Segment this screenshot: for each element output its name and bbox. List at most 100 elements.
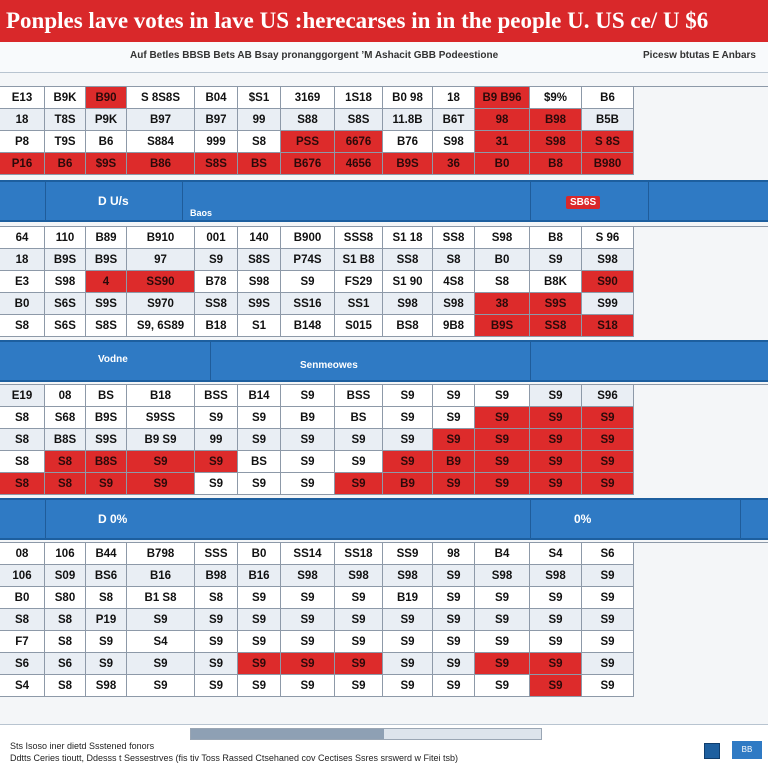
table-cell: P16 <box>0 153 45 175</box>
table-cell: S9 <box>530 609 582 631</box>
table-cell: S96 <box>582 385 634 407</box>
table-cell: B90 <box>86 87 127 109</box>
table-cell: S6 <box>582 543 634 565</box>
table-cell: S9 <box>238 473 281 495</box>
table-cell: S4 <box>127 631 195 653</box>
table-cell: S 96 <box>582 227 634 249</box>
table-cell: S9 <box>582 675 634 697</box>
table-cell: B78 <box>195 271 238 293</box>
table-cell: B4 <box>475 543 530 565</box>
table-cell: S8 <box>0 407 45 429</box>
table-cell: SS90 <box>127 271 195 293</box>
table-cell: E13 <box>0 87 45 109</box>
table-cell: S9 <box>475 675 530 697</box>
table-cell: B19 <box>383 587 433 609</box>
table-cell: SS8 <box>530 315 582 337</box>
table-cell: S18 <box>582 315 634 337</box>
table-cell: S6S <box>45 293 86 315</box>
table-cell: 9B8 <box>433 315 475 337</box>
table-cell: S4 <box>530 543 582 565</box>
data-table-3: E19 08 BS B18 BSS B14 S9 BSS S9 S9 S9 S9 S96 S8 S68 B9S… <box>0 384 768 495</box>
table-cell: B9 S9 <box>127 429 195 451</box>
table-cell: S8 <box>0 429 45 451</box>
table-cell: S9 <box>238 675 281 697</box>
table-cell: BSS <box>195 385 238 407</box>
footer-button[interactable]: BB <box>732 741 762 759</box>
table-cell: S98 <box>475 565 530 587</box>
table-cell: B9 B96 <box>475 87 530 109</box>
table-cell: BS <box>86 385 127 407</box>
table-cell: 38 <box>475 293 530 315</box>
table-cell: S9, 6S89 <box>127 315 195 337</box>
table-cell: S9 <box>86 631 127 653</box>
table-cell: B0 <box>238 543 281 565</box>
table-cell: S9 <box>433 565 475 587</box>
table-cell: S9 <box>530 653 582 675</box>
table-cell: S9 <box>195 631 238 653</box>
table-cell: B16 <box>238 565 281 587</box>
table-cell: BS <box>335 407 383 429</box>
table-cell: S9 <box>86 653 127 675</box>
table-cell: S9 <box>127 473 195 495</box>
table-cell: S9 <box>383 385 433 407</box>
table-cell: S9 <box>281 271 335 293</box>
table-cell: 18 <box>433 87 475 109</box>
subtitle-right: Picesw btutas E Anbars <box>643 50 756 61</box>
table-cell: 99 <box>195 429 238 451</box>
table-cell: B98 <box>530 109 582 131</box>
table-cell: B8K <box>530 271 582 293</box>
table-cell: S8 <box>45 675 86 697</box>
subtitle-left: Auf Betles BBSB Bets AB Bsay pronanggorg… <box>130 50 499 61</box>
table-cell: S98 <box>530 565 582 587</box>
table-cell: B798 <box>127 543 195 565</box>
table-cell: BS8 <box>383 315 433 337</box>
table-cell: SS18 <box>335 543 383 565</box>
table-cell: B9K <box>45 87 86 109</box>
table-cell: S80 <box>45 587 86 609</box>
square-icon[interactable] <box>704 743 720 759</box>
table-cell: SSS8 <box>335 227 383 249</box>
table-cell: B676 <box>281 153 335 175</box>
table-cell: S8 <box>238 131 281 153</box>
table-cell: S9 <box>383 609 433 631</box>
table-cell: B9S <box>475 315 530 337</box>
table-cell: SS16 <box>281 293 335 315</box>
table-cell: S9S <box>86 429 127 451</box>
table-cell: S9 <box>281 653 335 675</box>
table-cell: 1S18 <box>335 87 383 109</box>
table-cell: S9 <box>475 429 530 451</box>
table-cell: S9 <box>433 429 475 451</box>
table-cell: S1 18 <box>383 227 433 249</box>
table-cell: S9 <box>238 587 281 609</box>
table-cell: S9 <box>475 407 530 429</box>
table-cell: S8S <box>86 315 127 337</box>
table-cell: S9 <box>238 429 281 451</box>
table-cell: B9S <box>45 249 86 271</box>
table-cell: S9S <box>530 293 582 315</box>
table-cell: S9 <box>582 473 634 495</box>
table-cell: S9 <box>433 609 475 631</box>
table-cell: 3169 <box>281 87 335 109</box>
table-cell: S9 <box>433 631 475 653</box>
table-cell: B97 <box>127 109 195 131</box>
table-cell: B14 <box>238 385 281 407</box>
table-cell: B8S <box>45 429 86 451</box>
table-cell: B86 <box>127 153 195 175</box>
table-cell: B16 <box>127 565 195 587</box>
table-cell: 11.8B <box>383 109 433 131</box>
table-cell: S8 <box>195 587 238 609</box>
table-cell: B9S <box>383 153 433 175</box>
table-cell: S09 <box>45 565 86 587</box>
table-cell: BS6 <box>86 565 127 587</box>
table-cell: S9 <box>582 609 634 631</box>
table-cell: S9S <box>238 293 281 315</box>
table-cell: S98 <box>86 675 127 697</box>
table-cell: SS9 <box>383 543 433 565</box>
table-cell: B0 <box>0 293 45 315</box>
table-cell: S9 <box>281 451 335 473</box>
table-cell: SS1 <box>335 293 383 315</box>
table-cell: P74S <box>281 249 335 271</box>
table-cell: S9 <box>335 429 383 451</box>
table-cell: S8 <box>86 587 127 609</box>
table-cell: 4656 <box>335 153 383 175</box>
